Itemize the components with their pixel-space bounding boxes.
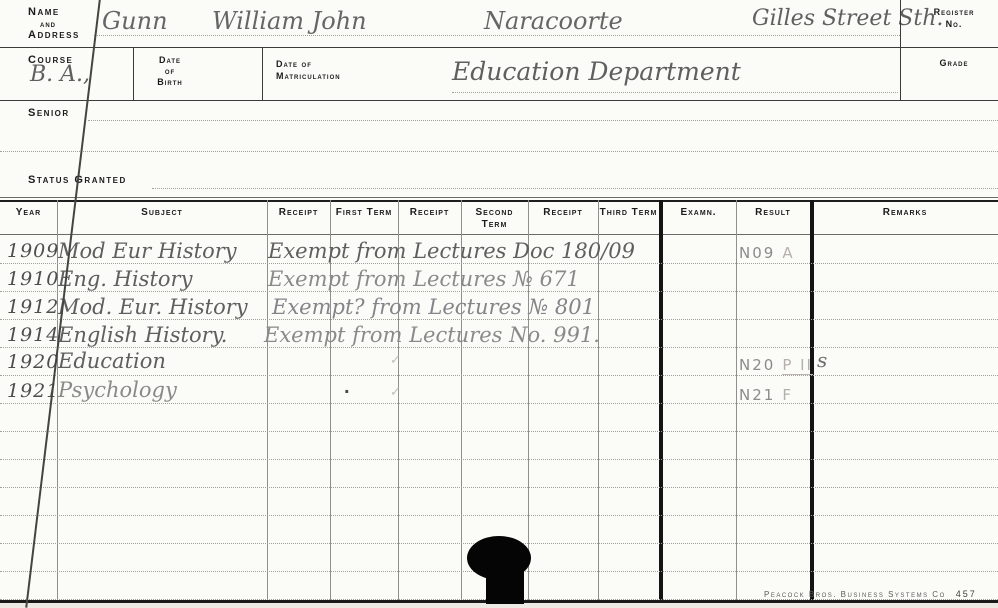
row-line — [0, 459, 998, 460]
col-header-second-term: Second Term — [475, 207, 514, 230]
senior-writing-line — [88, 120, 998, 121]
printer-credit-text: Peacock Bros. Business Systems Co — [764, 590, 946, 599]
row-year: 1909 — [7, 240, 60, 262]
row-subject: English History. — [58, 323, 228, 347]
col-divider — [267, 200, 268, 601]
remarks-thick-divider — [810, 200, 814, 601]
row-receipt: Exempt from Lectures No. 991. — [264, 323, 600, 347]
matric-label-line1: Date of — [276, 59, 312, 69]
row-line — [0, 347, 998, 348]
col-header-examn: Examn. — [680, 207, 717, 218]
result-ink: N09 — [739, 244, 776, 262]
name-label-line1: Name — [28, 6, 60, 18]
course-row-rule — [0, 100, 998, 101]
handwritten-course: B. A., — [30, 62, 91, 87]
col-divider — [736, 200, 737, 601]
row-subject: Psychology — [58, 378, 177, 402]
row-receipt: Exempt from Lectures № 671 — [268, 267, 580, 291]
col-divider — [330, 200, 331, 601]
row-year: 1910 — [7, 268, 60, 290]
handwritten-surname: Gunn — [102, 7, 168, 35]
col-divider — [528, 200, 529, 601]
col-header-result: Result — [755, 207, 791, 218]
row-line — [0, 319, 998, 320]
col-header-remarks: Remarks — [882, 207, 928, 218]
row-remark: s — [817, 348, 828, 372]
row-subject: Mod Eur History — [58, 239, 237, 263]
col-divider — [598, 200, 599, 601]
row-line — [0, 291, 998, 292]
status-writing-line — [152, 188, 998, 189]
keyhole-punch-stem — [486, 562, 524, 604]
handwritten-town: Naracoorte — [484, 7, 623, 35]
birth-matric-divider — [262, 48, 263, 100]
senior-label: Senior — [28, 107, 70, 119]
table-header-bottom-rule — [0, 234, 998, 235]
result-ink: N20 — [739, 356, 776, 374]
printer-credit: Peacock Bros. Business Systems Co 457 — [764, 589, 977, 599]
col-header-first-term: First Term — [335, 207, 393, 218]
col-header-subject: Subject — [141, 207, 183, 218]
pencil-tick-1920: ✓ — [390, 352, 401, 367]
name-label-line3: Address — [28, 29, 80, 41]
row-result: N21 F — [739, 386, 793, 404]
col-divider — [57, 200, 58, 601]
matric-label-line2: Matriculation — [276, 71, 341, 81]
course-label: Course — [28, 54, 74, 66]
col-header-year: Year — [15, 207, 42, 218]
register-no-label: No. — [945, 19, 963, 29]
handwritten-address: Gilles Street Sth. — [752, 6, 944, 31]
birth-label-line3: Birth — [157, 77, 183, 87]
row-year: 1914 — [7, 324, 60, 346]
row-result: N20 P II — [739, 356, 813, 375]
pencil-tick-1921: ✓ — [390, 384, 401, 399]
birth-label-line1: Date — [158, 55, 182, 65]
spare-writing-line — [0, 151, 998, 152]
row-year: 1912 — [7, 296, 60, 318]
department-writing-line — [452, 92, 898, 93]
result-pencil: F — [782, 386, 793, 404]
table-top-rule-thin — [0, 197, 998, 198]
row-line — [0, 487, 998, 488]
result-pencil: A — [782, 244, 795, 262]
row-year: 1920 — [7, 351, 60, 373]
handwritten-given-names: William John — [212, 7, 367, 35]
row-line — [0, 431, 998, 432]
row-line — [0, 375, 998, 376]
grade-label: Grade — [939, 58, 969, 68]
handwritten-department: Education Department — [452, 57, 741, 86]
col-header-receipt-3: Receipt — [543, 207, 583, 218]
col-header-receipt-2: Receipt — [409, 207, 450, 218]
row-subject: Education — [58, 349, 166, 373]
course-birth-divider — [133, 48, 134, 100]
header-rule — [0, 47, 998, 48]
col-divider — [461, 200, 462, 601]
col-divider — [398, 200, 399, 601]
row-receipt: Exempt? from Lectures № 801 — [272, 295, 596, 319]
row-subject: Eng. History — [58, 267, 193, 291]
scan-bottom-margin — [0, 603, 998, 608]
row-receipt: Exempt from Lectures Doc 180/09 — [268, 239, 635, 263]
result-ink: N21 — [739, 386, 776, 404]
examn-thick-divider — [659, 200, 663, 601]
name-label-line2: and — [40, 19, 56, 29]
ink-dot-1921: . — [344, 376, 350, 398]
name-writing-line — [94, 35, 900, 36]
birth-label-line2: of — [164, 66, 176, 76]
register-column-divider — [900, 0, 901, 100]
col-header-receipt-1: Receipt — [278, 207, 319, 218]
register-label: Register — [933, 7, 975, 17]
col-header-third-term: Third Term — [599, 207, 658, 218]
row-line — [0, 515, 998, 516]
row-line — [0, 263, 998, 264]
row-subject: Mod. Eur. History — [58, 295, 248, 319]
row-year: 1921 — [7, 380, 60, 402]
form-number: 457 — [955, 589, 977, 599]
row-result: N09 A — [739, 244, 795, 262]
table-top-rule — [0, 200, 998, 202]
row-line — [0, 403, 998, 404]
result-pencil: P II — [782, 356, 813, 375]
